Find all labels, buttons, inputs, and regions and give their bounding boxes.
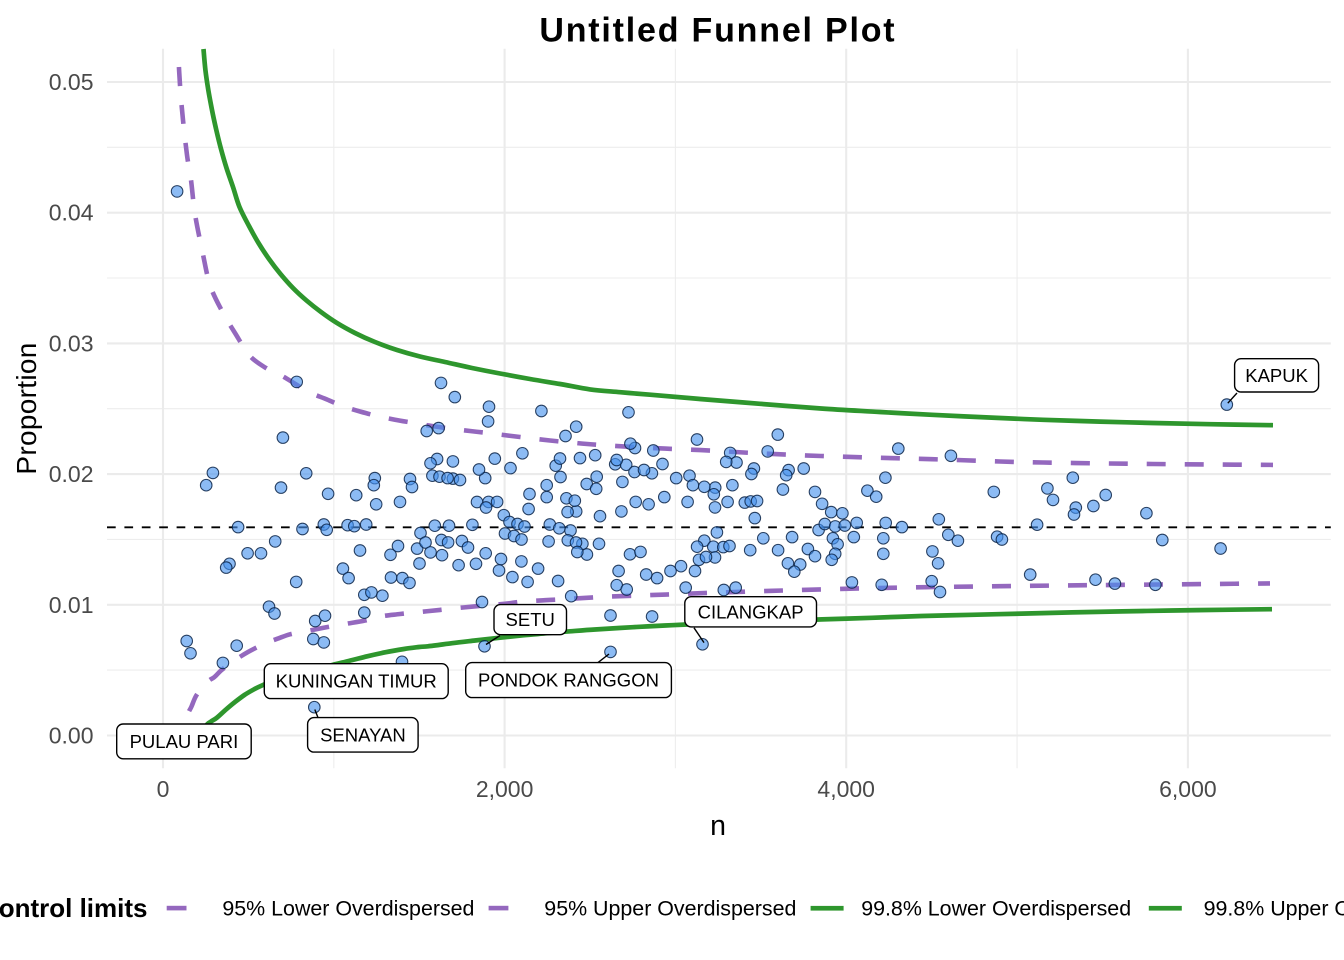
svg-text:6,000: 6,000	[1159, 776, 1217, 802]
svg-text:SENAYAN: SENAYAN	[320, 724, 406, 745]
svg-text:Proportion: Proportion	[11, 342, 42, 474]
svg-text:99.8% Upper Overdispersed: 99.8% Upper Overdispersed	[1204, 897, 1344, 921]
svg-text:0.01: 0.01	[49, 592, 94, 618]
svg-text:0.00: 0.00	[49, 723, 94, 749]
svg-text:0.04: 0.04	[49, 200, 94, 226]
svg-text:99.8% Lower Overdispersed: 99.8% Lower Overdispersed	[861, 897, 1131, 921]
svg-text:PONDOK RANGGON: PONDOK RANGGON	[478, 670, 659, 691]
svg-text:Untitled Funnel Plot: Untitled Funnel Plot	[539, 12, 896, 50]
svg-text:SETU: SETU	[506, 609, 555, 630]
svg-text:2,000: 2,000	[476, 776, 534, 802]
svg-text:0.02: 0.02	[49, 461, 94, 487]
svg-text:n: n	[710, 810, 726, 842]
svg-text:Control limits: Control limits	[0, 893, 148, 923]
svg-text:4,000: 4,000	[817, 776, 875, 802]
svg-text:KAPUK: KAPUK	[1245, 365, 1308, 386]
svg-text:CILANGKAP: CILANGKAP	[698, 601, 804, 622]
svg-text:0: 0	[157, 776, 170, 802]
svg-text:0.05: 0.05	[49, 69, 94, 95]
svg-text:KUNINGAN TIMUR: KUNINGAN TIMUR	[276, 671, 437, 692]
svg-text:95% Lower Overdispersed: 95% Lower Overdispersed	[222, 897, 474, 921]
svg-text:PULAU PARI: PULAU PARI	[130, 731, 239, 752]
svg-text:0.03: 0.03	[49, 330, 94, 356]
svg-text:95% Upper Overdispersed: 95% Upper Overdispersed	[544, 897, 796, 921]
